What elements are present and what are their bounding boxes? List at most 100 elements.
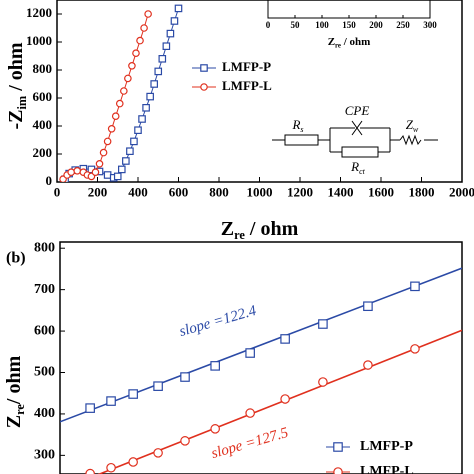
marker: [73, 167, 82, 175]
legend-marker: [333, 467, 343, 474]
marker: [363, 360, 373, 370]
annotation: slope =122.4: [178, 303, 259, 340]
circuit-label-sub: w: [413, 125, 419, 134]
y-tick-label: 800: [33, 61, 53, 76]
marker: [111, 112, 120, 121]
legend-marker: [333, 442, 343, 452]
x-tick-label: 1800: [409, 185, 435, 200]
marker: [280, 334, 290, 344]
y-tick-label: 400: [33, 117, 53, 132]
x-tick-label: 800: [209, 185, 229, 200]
y-axis-title-rest: / ohm: [3, 355, 25, 405]
x-axis-title-rest: / ohm: [245, 218, 299, 240]
marker: [154, 67, 163, 76]
marker: [128, 389, 138, 399]
marker: [210, 361, 220, 371]
annotation: slope =127.5: [210, 425, 291, 462]
marker: [136, 36, 144, 45]
marker: [318, 319, 328, 329]
circuit-label: Zw: [406, 117, 419, 134]
y-axis-title-main: Z: [3, 415, 25, 428]
y-axis-title-sub: re: [13, 404, 27, 415]
marker: [103, 137, 112, 146]
marker: [99, 148, 108, 157]
y-tick-label: 800: [34, 240, 55, 255]
marker: [85, 403, 95, 413]
marker: [170, 17, 179, 25]
marker: [106, 396, 116, 406]
y-tick-label: 500: [34, 365, 55, 380]
marker: [245, 408, 255, 418]
x-tick-label: 250: [396, 20, 410, 30]
marker: [103, 171, 112, 179]
marker: [113, 172, 122, 181]
x-tick-label: 200: [369, 20, 383, 30]
marker: [245, 348, 255, 358]
marker: [166, 29, 175, 38]
marker: [67, 168, 75, 177]
x-tick-label: 1200: [287, 185, 313, 200]
plot-frame: [59, 241, 463, 474]
marker: [162, 42, 171, 51]
y-axis-title: Zre/ ohm: [3, 355, 27, 428]
marker: [153, 381, 163, 391]
x-axis-title-rest: / ohm: [341, 36, 370, 48]
legend-label: LMFP-L: [222, 78, 272, 93]
x-tick-label: 1400: [328, 185, 354, 200]
plot-layer: [59, 4, 183, 182]
x-axis-title-sub: re: [335, 42, 341, 49]
x-axis-title: Zre / ohm: [328, 36, 371, 49]
legend-marker: [200, 83, 208, 91]
y-tick-label: 0: [46, 173, 53, 188]
marker: [158, 54, 167, 63]
marker: [130, 137, 138, 146]
marker: [144, 10, 152, 18]
x-tick-label: 300: [423, 20, 437, 30]
y-tick-label: 400: [34, 406, 55, 421]
y-tick-label: 600: [34, 323, 55, 338]
x-axis-title-sub: re: [234, 228, 245, 242]
x-tick-label: 600: [169, 185, 189, 200]
circuit-label-main: Z: [406, 117, 414, 132]
circuit-label-sub: ct: [359, 167, 366, 176]
marker: [410, 344, 420, 354]
marker: [150, 80, 159, 88]
marker: [124, 74, 132, 83]
y-tick-label: 700: [34, 282, 55, 297]
panel-label: (b): [6, 250, 26, 267]
marker: [122, 157, 130, 165]
marker: [115, 99, 124, 108]
y-tick-label: 1000: [26, 33, 52, 48]
marker: [153, 448, 163, 458]
circuit-diagram: [272, 120, 438, 158]
marker: [95, 160, 104, 168]
legend-marker: [200, 64, 208, 72]
circuit-label-main: R: [350, 159, 359, 174]
marker: [91, 168, 100, 177]
marker: [126, 147, 134, 156]
marker: [134, 126, 142, 135]
marker: [280, 394, 290, 404]
y-axis-title: -Zim / ohm: [5, 42, 29, 129]
marker: [142, 103, 150, 112]
x-axis-title: Zre / ohm: [221, 218, 299, 242]
x-tick-label: 100: [315, 20, 329, 30]
y-axis-title-sub: im: [15, 95, 29, 109]
fit-line: [97, 329, 462, 474]
x-axis-title-main: Z: [221, 218, 234, 240]
marker: [174, 4, 183, 13]
x-tick-label: 2000: [449, 185, 474, 200]
marker: [106, 462, 116, 473]
marker: [107, 125, 116, 133]
y-tick-label: 200: [33, 145, 53, 160]
circuit-label-main: R: [291, 117, 300, 132]
legend-label: LMFP-L: [360, 464, 414, 474]
x-tick-label: 0: [54, 185, 61, 200]
x-axis-title-main: Z: [328, 36, 335, 48]
marker: [128, 457, 138, 467]
y-axis-title-main: -Z: [5, 110, 27, 130]
legend-label: LMFP-P: [222, 59, 271, 74]
marker: [410, 281, 420, 292]
marker: [132, 49, 140, 58]
marker: [120, 87, 128, 95]
